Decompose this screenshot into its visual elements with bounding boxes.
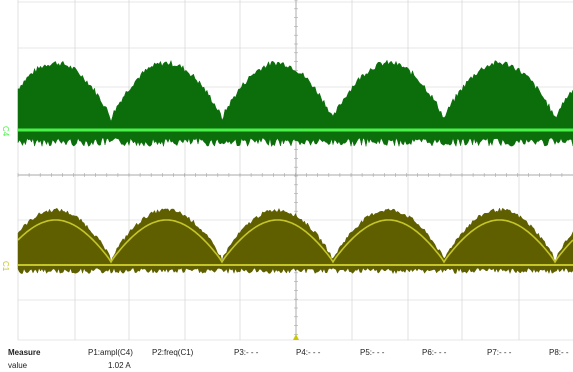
channel-1-marker[interactable]: C1 <box>1 261 10 272</box>
measure-param-p8[interactable]: P8:- - <box>549 348 569 357</box>
measure-value-row: value 1.02 A <box>0 359 573 372</box>
channel-4-trace <box>17 59 573 148</box>
waveform-display: C4 C1 <box>1 0 573 341</box>
measure-param-p3[interactable]: P3:- - - <box>234 348 259 357</box>
measure-param-p5[interactable]: P5:- - - <box>360 348 385 357</box>
measure-param-p1[interactable]: P1:ampl(C4) <box>88 348 133 357</box>
graticule-grid <box>17 0 573 341</box>
channel-4-marker[interactable]: C4 <box>1 126 10 137</box>
measurement-bar: Measure P1:ampl(C4) P2:freq(C1) P3:- - -… <box>0 343 573 372</box>
measure-param-p7[interactable]: P7:- - - <box>487 348 512 357</box>
channel-1-inner-trace <box>17 219 573 264</box>
channel-1-trace <box>17 207 573 275</box>
measure-param-p4[interactable]: P4:- - - <box>296 348 321 357</box>
measure-header[interactable]: Measure <box>8 348 41 357</box>
trigger-position-marker[interactable] <box>293 334 299 340</box>
measure-param-p2[interactable]: P2:freq(C1) <box>152 348 194 357</box>
measure-value-label: value <box>8 361 28 370</box>
measure-param-p6[interactable]: P6:- - - <box>422 348 447 357</box>
channel-1-envelope <box>17 207 573 275</box>
measure-value-p1: 1.02 A <box>108 361 131 370</box>
channel-4-envelope <box>17 59 573 148</box>
measure-label-row: Measure P1:ampl(C4) P2:freq(C1) P3:- - -… <box>0 346 573 359</box>
